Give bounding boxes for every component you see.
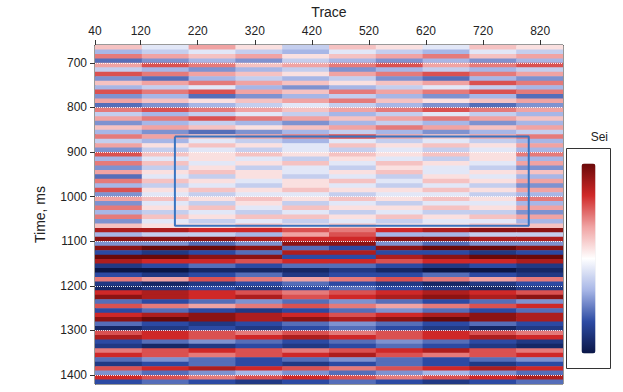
svg-text:820: 820 — [530, 24, 550, 38]
svg-text:1100: 1100 — [61, 234, 87, 248]
svg-text:700: 700 — [67, 56, 87, 70]
svg-text:800: 800 — [67, 100, 87, 114]
svg-text:520: 520 — [359, 24, 379, 38]
svg-text:1300: 1300 — [60, 323, 87, 337]
svg-text:1000: 1000 — [60, 190, 87, 204]
svg-text:320: 320 — [245, 24, 265, 38]
svg-text:Time, ms: Time, ms — [32, 186, 48, 243]
svg-text:720: 720 — [473, 24, 493, 38]
svg-text:1200: 1200 — [60, 279, 87, 293]
svg-text:620: 620 — [416, 24, 436, 38]
svg-text:120: 120 — [131, 24, 151, 38]
svg-text:40: 40 — [88, 24, 102, 38]
svg-text:900: 900 — [67, 145, 87, 159]
svg-text:1400: 1400 — [60, 368, 87, 382]
svg-text:Trace: Trace — [311, 4, 346, 20]
svg-text:220: 220 — [188, 24, 208, 38]
svg-text:Sei: Sei — [591, 130, 608, 144]
svg-text:420: 420 — [302, 24, 322, 38]
